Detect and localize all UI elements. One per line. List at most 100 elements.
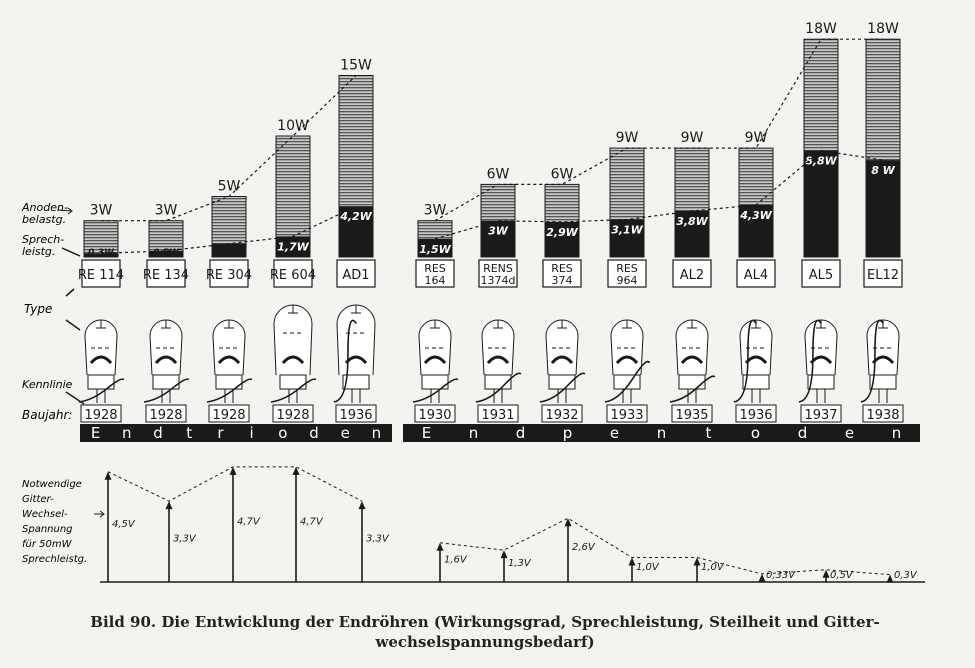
voltage-value-label: 1,0V — [636, 562, 660, 573]
tube-drawing — [412, 319, 459, 403]
sprech-label-1: Sprech- — [22, 233, 64, 246]
type-box — [736, 259, 776, 288]
kennlinie-curve — [539, 372, 586, 403]
group-band-letter: n — [892, 424, 902, 442]
baujahr-label: Baujahr: — [22, 408, 72, 422]
group-band-letter: t — [706, 424, 712, 442]
tube-base — [215, 374, 243, 390]
type-box — [336, 259, 376, 288]
voltage-arrowhead — [104, 471, 112, 480]
type-box — [478, 259, 518, 288]
type-box — [209, 259, 249, 288]
voltage-arrowhead — [358, 501, 366, 510]
type-label: RE 114 — [78, 268, 124, 283]
baujahr-box — [414, 404, 456, 423]
type-label: AL5 — [809, 268, 833, 283]
gitter-label-1: Notwendige — [22, 479, 82, 490]
anoden-label-1: Anoden- — [21, 201, 68, 214]
baujahr-label: 1931 — [481, 408, 514, 423]
voltage-value-label: 4,7V — [300, 516, 324, 527]
baujahr-label: 1928 — [149, 408, 182, 423]
sprech-bar — [84, 253, 118, 257]
kennlinie-curve — [143, 378, 190, 403]
baujahr-label: 1938 — [866, 408, 899, 423]
voltage-arrowhead — [758, 573, 766, 582]
pointer-arrow-icon — [65, 319, 81, 331]
type-box — [273, 259, 313, 288]
voltage-value-label: 0,33V — [766, 570, 796, 581]
anode-symbol — [816, 320, 826, 329]
anode-value-label: 3W — [155, 203, 178, 219]
baujahr-box — [541, 404, 583, 423]
anode-value-label: 10W — [277, 118, 309, 134]
sprech-bar — [804, 150, 838, 257]
baujahr-label: 1928 — [276, 408, 309, 423]
type-box — [672, 259, 712, 288]
gitter-label-4: Spannung — [22, 524, 73, 535]
tube-base — [87, 374, 115, 390]
baujahr-box — [335, 404, 377, 423]
type-label-line2: 374 — [552, 274, 573, 287]
type-label: RE 134 — [143, 268, 189, 283]
tube-base — [807, 374, 835, 390]
sprech-value-label: 3W — [488, 225, 509, 238]
sprech-value-label: 2,9W — [546, 226, 578, 239]
baujahr-label: 1935 — [675, 408, 708, 423]
sprech-bar — [339, 206, 373, 257]
sprech-label-2: leistg. — [22, 245, 55, 258]
voltage-value-label: 4,7V — [237, 516, 261, 527]
anoden-label-2: belastg. — [22, 213, 66, 226]
group-band-letter: e — [845, 424, 854, 442]
axis-labels: Anoden- belastg. Sprech- leistg. Type Ke… — [21, 201, 87, 565]
sprech-value-label: 8,8W — [805, 155, 837, 168]
cathode-symbol — [154, 355, 178, 365]
voltage-arrowhead — [436, 542, 444, 551]
baujahr-label: 1937 — [804, 408, 837, 423]
sprech-value-label: 1,1W — [216, 248, 243, 258]
pointer-arrow-icon — [65, 391, 85, 405]
type-box — [801, 259, 841, 288]
group-band-letter: i — [250, 424, 254, 442]
anode-symbol — [288, 305, 298, 314]
anode-value-label: 3W — [424, 203, 447, 219]
voltage-value-label: 1,3V — [508, 558, 532, 569]
group-band-letter: n — [657, 424, 667, 442]
kennlinie-curve — [78, 378, 125, 403]
cathode-symbol — [89, 355, 113, 365]
type-label: RE 304 — [206, 268, 252, 283]
gitter-label-6: Sprechleistg. — [22, 554, 87, 565]
anode-symbol — [96, 320, 106, 329]
type-label-line1: RES — [551, 262, 573, 275]
tube-base — [152, 374, 180, 390]
anode-symbol — [622, 320, 632, 329]
group-band-letter: e — [341, 424, 350, 442]
group-band-letter: d — [516, 424, 526, 442]
group-band-letter: E — [422, 424, 431, 442]
voltage-value-label: 2,6V — [572, 542, 596, 553]
voltage-value-label: 1,6V — [444, 554, 468, 565]
type-label: AD1 — [342, 268, 369, 283]
voltage-value-label: 3,3V — [366, 534, 390, 545]
anode-value-label: 18W — [805, 21, 837, 37]
type-label: EL12 — [867, 268, 899, 283]
anode-symbol — [687, 320, 697, 329]
group-band — [80, 424, 392, 442]
kennlinie-curve — [412, 378, 459, 403]
group-band-letter: n — [122, 424, 132, 442]
type-box — [607, 259, 647, 288]
tube-drawing — [604, 319, 651, 403]
baujahr-box — [800, 404, 842, 423]
kennlinie-curve — [604, 360, 651, 403]
gitter-label: Notwendige Gitter- Wechsel- Spannung für… — [22, 479, 87, 565]
baujahr-box — [735, 404, 777, 423]
voltage-arrowhead — [628, 557, 636, 566]
sprech-value-label: 1,5W — [419, 243, 451, 256]
anode-symbol — [878, 320, 888, 329]
type-box — [146, 259, 186, 288]
sprech-value-label: 3,1W — [611, 223, 643, 236]
group-band-letter: p — [563, 424, 573, 442]
group-band-letter: n — [469, 424, 479, 442]
baujahr-box — [208, 404, 250, 423]
voltage-trend-line — [439, 517, 891, 576]
group-band-letter: d — [798, 424, 808, 442]
